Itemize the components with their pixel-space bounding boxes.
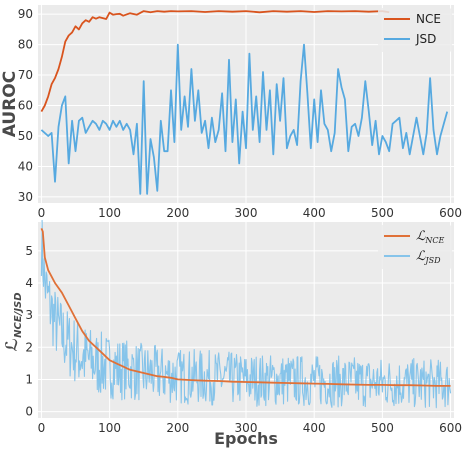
y-tick-label: 2 bbox=[25, 340, 33, 354]
x-tick-label: 500 bbox=[371, 206, 394, 220]
legend-jsd-label: JSD bbox=[415, 32, 436, 46]
x-tick-label: 600 bbox=[439, 421, 462, 435]
auroc-y-axis-label: AUROC bbox=[0, 71, 20, 137]
x-tick-label: 600 bbox=[439, 206, 462, 220]
loss-tick-labels: 0 100 200 300 400 500 600 0 1 2 3 4 5 bbox=[25, 244, 462, 435]
loss-legend: ℒNCE ℒJSD bbox=[378, 225, 452, 269]
auroc-tick-labels: 0 100 200 300 400 500 600 30 40 50 60 70 80 90 bbox=[18, 7, 462, 220]
y-tick-label: 1 bbox=[25, 372, 33, 386]
legend-loss-nce-label: ℒNCE bbox=[416, 229, 444, 245]
y-tick-label: 5 bbox=[25, 244, 33, 258]
legend-loss-jsd-subscript: JSD bbox=[423, 256, 441, 265]
loss-series bbox=[40, 219, 452, 409]
y-tick-label: 70 bbox=[18, 68, 33, 82]
y-tick-label: 0 bbox=[25, 405, 33, 419]
x-tick-label: 400 bbox=[303, 206, 326, 220]
legend-loss-nce-symbol: ℒ bbox=[416, 229, 426, 244]
x-tick-label: 0 bbox=[38, 421, 46, 435]
y-tick-label: 90 bbox=[18, 7, 33, 21]
y-tick-label: 50 bbox=[18, 129, 33, 143]
legend-loss-jsd-label: ℒJSD bbox=[416, 249, 441, 265]
y-tick-label: 60 bbox=[18, 99, 33, 113]
y-tick-label: 40 bbox=[18, 159, 33, 173]
legend-nce-label: NCE bbox=[416, 12, 441, 26]
loss-y-axis-subscript: NCE/JSD bbox=[13, 292, 24, 337]
x-tick-label: 300 bbox=[235, 421, 258, 435]
y-tick-label: 3 bbox=[25, 308, 33, 322]
x-tick-label: 100 bbox=[98, 206, 121, 220]
x-tick-label: 200 bbox=[166, 206, 189, 220]
loss-legend-box bbox=[378, 225, 452, 269]
auroc-series bbox=[40, 10, 449, 195]
series-line-nce bbox=[40, 10, 390, 113]
x-tick-label: 300 bbox=[235, 206, 258, 220]
series-line-jsd bbox=[40, 219, 452, 409]
series-line-jsd bbox=[40, 43, 449, 195]
series-line-nce bbox=[40, 228, 451, 387]
legend-loss-jsd-symbol: ℒ bbox=[416, 249, 426, 264]
auroc-legend: NCE JSD bbox=[378, 8, 452, 52]
y-tick-label: 80 bbox=[18, 38, 33, 52]
legend-loss-nce-subscript: NCE bbox=[424, 236, 444, 245]
loss-x-axis-label: Epochs bbox=[214, 429, 278, 448]
x-tick-label: 400 bbox=[303, 421, 326, 435]
x-tick-label: 200 bbox=[166, 421, 189, 435]
loss-y-axis-label: ℒNCE/JSD bbox=[2, 292, 24, 351]
loss-y-axis-symbol: ℒ bbox=[2, 338, 21, 352]
x-tick-label: 500 bbox=[371, 421, 394, 435]
y-tick-label: 30 bbox=[18, 190, 33, 204]
x-tick-label: 0 bbox=[38, 206, 46, 220]
x-tick-label: 100 bbox=[98, 421, 121, 435]
y-tick-label: 4 bbox=[25, 276, 33, 290]
